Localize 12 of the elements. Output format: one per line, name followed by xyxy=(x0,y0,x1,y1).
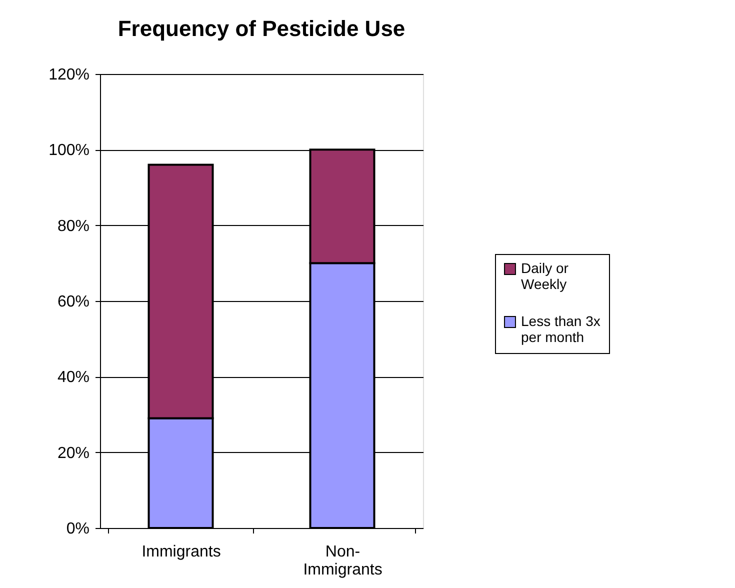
y-tick-label: 60% xyxy=(57,294,90,310)
legend-label: Less than 3x per month xyxy=(521,313,600,345)
y-tick-label: 0% xyxy=(66,520,90,538)
y-tick-label: 100% xyxy=(48,142,90,160)
y-tick-label: 120% xyxy=(48,66,90,84)
legend-label: Daily or Weekly xyxy=(521,260,569,292)
y-tick-label: 80% xyxy=(57,218,90,235)
y-tick-label: 40% xyxy=(57,369,90,386)
x-tick-label: Immigrants xyxy=(142,544,221,560)
y-tick-label: 20% xyxy=(57,444,90,462)
x-tick-label: Non-Immigrants xyxy=(303,544,382,578)
chart-title: Frequency of Pesticide Use xyxy=(118,16,406,41)
